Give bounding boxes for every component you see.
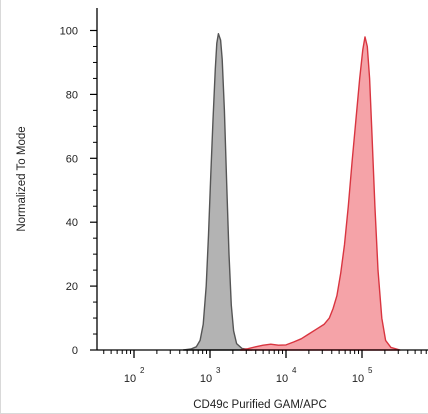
x-tick-label-3: 10 bbox=[200, 373, 212, 385]
x-axis-title: CD49c Purified GAM/APC bbox=[193, 399, 327, 411]
x-tick-label-4: 10 bbox=[276, 373, 288, 385]
y-tick-label-40: 40 bbox=[66, 217, 78, 229]
x-tick-exponent-2: 2 bbox=[140, 366, 145, 375]
y-tick-label-60: 60 bbox=[66, 153, 78, 165]
series-layer bbox=[182, 33, 401, 351]
x-tick-exponent-5: 5 bbox=[368, 366, 373, 375]
y-axis-title: Normalized To Mode bbox=[16, 126, 28, 231]
series-stained-area bbox=[239, 36, 401, 351]
series-control-area bbox=[182, 33, 253, 351]
y-tick-label-100: 100 bbox=[60, 26, 78, 38]
x-tick-label-2: 10 bbox=[124, 373, 136, 385]
y-tick-label-20: 20 bbox=[66, 281, 78, 293]
y-tick-label-0: 0 bbox=[72, 345, 78, 357]
x-tick-label-5: 10 bbox=[352, 373, 364, 385]
x-tick-exponent-3: 3 bbox=[216, 366, 221, 375]
y-tick-label-80: 80 bbox=[66, 89, 78, 101]
tick-layer: 020406080100102103104105106 bbox=[60, 26, 428, 386]
x-tick-exponent-4: 4 bbox=[292, 366, 297, 375]
